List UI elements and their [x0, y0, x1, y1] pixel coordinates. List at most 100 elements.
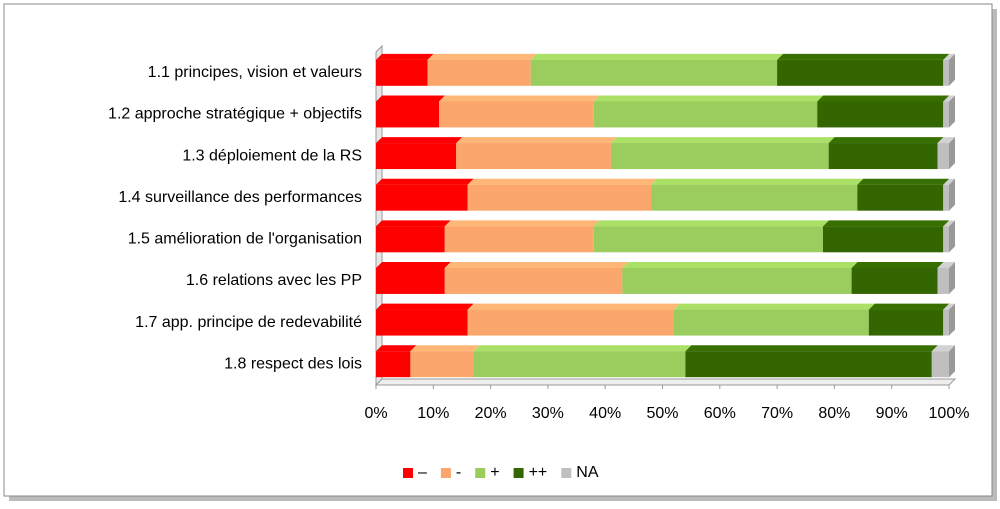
bar-side — [949, 178, 955, 211]
x-tick-label: 10% — [417, 405, 449, 422]
bar — [444, 226, 594, 253]
bar — [817, 101, 944, 128]
bar — [851, 267, 938, 294]
legend-label: - — [456, 464, 461, 481]
bar-top — [593, 220, 829, 227]
x-tick-label: 50% — [646, 405, 678, 422]
bar-top — [376, 178, 474, 185]
x-tick-label: 40% — [589, 405, 621, 422]
bar-top — [943, 95, 955, 102]
bar-top — [828, 137, 944, 144]
x-tick-label: 30% — [532, 405, 564, 422]
bar-top — [530, 53, 784, 60]
bar — [467, 184, 652, 211]
bar — [530, 59, 778, 86]
bar-side — [949, 220, 955, 253]
bar — [376, 59, 428, 86]
bar-side — [949, 303, 955, 336]
bar — [822, 226, 944, 253]
bar-top — [376, 137, 463, 144]
bar-top — [777, 53, 950, 60]
bar — [937, 143, 949, 170]
bar-side — [949, 53, 955, 86]
floor — [374, 378, 957, 386]
bar-top — [376, 220, 451, 227]
bar-top — [473, 345, 692, 352]
bar — [456, 143, 611, 170]
legend-label: – — [418, 464, 427, 481]
bar — [593, 101, 818, 128]
legend-swatch — [475, 468, 486, 478]
bar-top — [937, 261, 955, 268]
y-tick-label: 1.3 déploiement de la RS — [182, 147, 362, 164]
bar-top — [937, 137, 955, 144]
y-tick-label: 1.8 respect des lois — [224, 355, 362, 372]
y-tick-label: 1.2 approche stratégique + objectifs — [108, 106, 362, 123]
bar — [651, 184, 858, 211]
bar-top — [817, 95, 950, 102]
bar — [943, 101, 949, 128]
bar — [943, 184, 949, 211]
legend-swatch — [513, 468, 524, 478]
y-tick-label: 1.5 amélioration de l'organisation — [128, 231, 362, 248]
y-tick-label: 1.4 surveillance des performances — [118, 189, 362, 206]
bar-top — [685, 345, 938, 352]
bar-top — [444, 220, 600, 227]
legend-swatch — [403, 468, 413, 478]
bar — [943, 226, 949, 253]
bar — [376, 143, 457, 170]
bar — [427, 59, 531, 86]
bar-side — [949, 261, 955, 294]
bar — [931, 351, 949, 378]
legend-swatch — [561, 468, 572, 478]
bar — [777, 59, 944, 86]
bar-top — [444, 261, 629, 268]
x-tick-label: 80% — [818, 405, 850, 422]
legend-label: + — [490, 464, 499, 481]
bar — [376, 184, 468, 211]
bar-top — [439, 95, 600, 102]
bar-top — [822, 220, 950, 227]
bar — [857, 184, 944, 211]
bar — [410, 351, 474, 378]
bar-top — [851, 261, 944, 268]
bar-top — [931, 345, 955, 352]
bar-top — [943, 53, 955, 60]
bar — [439, 101, 594, 128]
bar-top — [410, 345, 480, 352]
bar-top — [868, 303, 950, 310]
bar — [610, 143, 829, 170]
bar — [937, 267, 949, 294]
y-tick-label: 1.6 relations avec les PP — [186, 272, 362, 289]
bar-top — [651, 178, 864, 185]
bar-top — [673, 303, 875, 310]
bar — [473, 351, 686, 378]
bar-top — [943, 178, 955, 185]
bar-side — [949, 95, 955, 128]
bar-top — [456, 137, 617, 144]
y-tick-label: 1.7 app. principe de redevabilité — [135, 314, 362, 331]
bar-top — [943, 303, 955, 310]
x-tick-label: 70% — [761, 405, 793, 422]
legend-label: ++ — [529, 464, 548, 481]
bar-top — [593, 95, 824, 102]
bar-top — [376, 95, 446, 102]
legend-swatch — [440, 468, 451, 478]
bar — [444, 267, 623, 294]
bar-top — [467, 178, 658, 185]
bar — [376, 351, 411, 378]
bar — [622, 267, 852, 294]
x-tick-label: 60% — [704, 405, 736, 422]
bar — [943, 309, 949, 336]
bar-top — [376, 345, 417, 352]
bar-top — [427, 53, 537, 60]
bar-top — [376, 303, 474, 310]
x-tick-label: 0% — [364, 405, 387, 422]
bar — [593, 226, 823, 253]
legend-label: NA — [576, 464, 599, 481]
y-tick-label: 1.1 principes, vision et valeurs — [148, 64, 362, 81]
bar-top — [610, 137, 835, 144]
x-tick-label: 90% — [876, 405, 908, 422]
bar — [376, 226, 445, 253]
bar-side — [949, 345, 955, 378]
